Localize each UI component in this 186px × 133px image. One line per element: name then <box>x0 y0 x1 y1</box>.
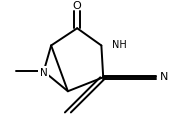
Text: N: N <box>160 72 168 82</box>
Text: NH: NH <box>112 40 126 50</box>
Text: N: N <box>40 68 48 78</box>
Text: O: O <box>73 1 82 11</box>
Text: N: N <box>40 68 48 78</box>
